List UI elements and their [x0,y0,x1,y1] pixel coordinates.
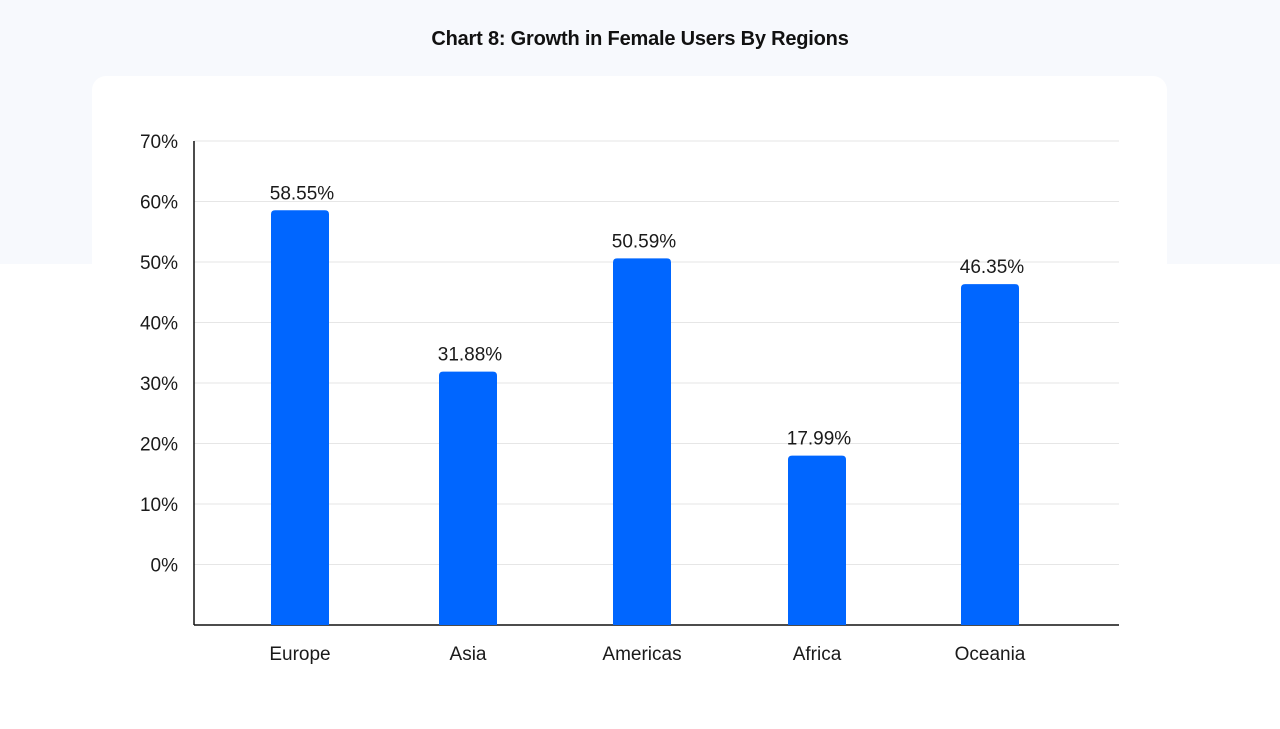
category-label: Oceania [955,644,1026,665]
bar [788,455,846,625]
bar [271,210,329,625]
y-tick-label: 40% [140,314,178,335]
y-tick-label: 50% [140,253,178,274]
category-label: Europe [269,644,330,665]
bars [271,210,1019,625]
data-label: 46.35% [960,257,1025,278]
bar [439,371,497,625]
data-label: 50.59% [612,231,677,252]
y-tick-label: 70% [140,132,178,153]
bar [613,258,671,625]
data-label: 58.55% [270,183,335,204]
category-label: Americas [602,644,681,665]
data-label: 17.99% [787,429,852,450]
y-tick-label: 10% [140,495,178,516]
chart-title: Chart 8: Growth in Female Users By Regio… [431,28,849,50]
y-tick-label: 20% [140,435,178,456]
y-tick-label: 0% [151,556,179,577]
data-label: 31.88% [438,345,503,366]
bar [961,284,1019,625]
category-label: Asia [450,644,487,665]
labels: 0% 10% 20% 30% 40% 50% 60% 70% 58.55% Europe 31.88… [140,132,1026,665]
category-label: Africa [793,644,842,665]
y-tick-label: 30% [140,374,178,395]
y-tick-label: 60% [140,193,178,214]
